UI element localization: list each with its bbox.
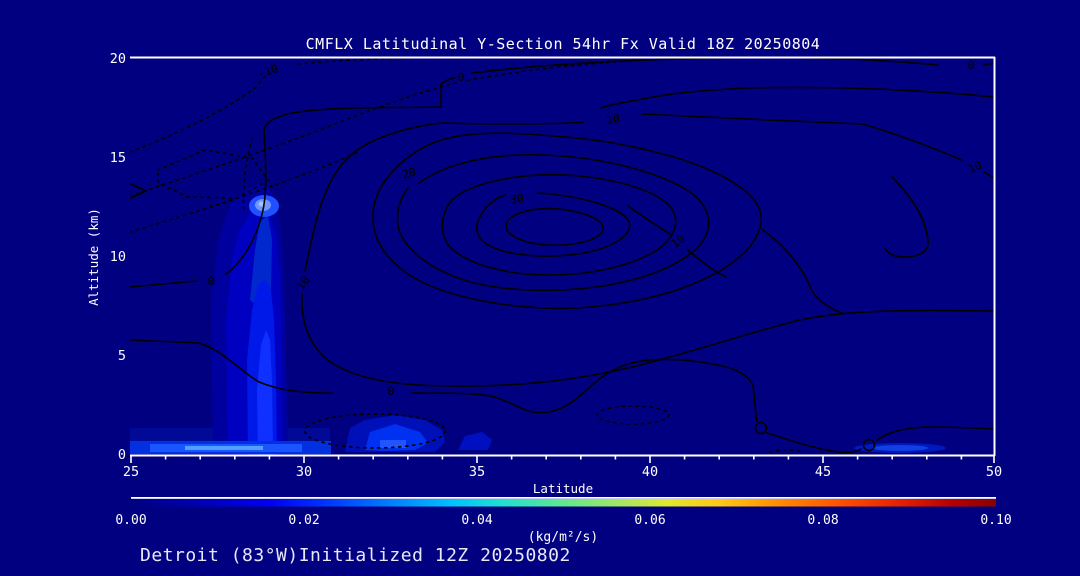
colorbar-tick: 0.06 xyxy=(634,513,665,528)
contour-35-ring xyxy=(505,207,604,246)
colorbar-tick: 0.10 xyxy=(980,513,1011,528)
y-axis-title: Altitude (km) xyxy=(86,208,101,306)
contour-0-lower-b xyxy=(766,432,862,454)
x-tick-label: 50 xyxy=(986,464,1002,480)
contour-25-ring xyxy=(441,173,677,276)
colorbar-gradient xyxy=(131,499,996,507)
contour-label: 0 xyxy=(388,384,395,398)
colorbar-tick-labels: 0.00 0.02 0.04 0.06 0.08 0.10 xyxy=(115,513,1011,528)
colorbar-tick: 0.04 xyxy=(461,513,492,528)
y-tick-label: 5 xyxy=(118,348,126,364)
flux-column-core xyxy=(257,330,273,455)
contour-label: 0 xyxy=(208,274,215,288)
contour-10-top xyxy=(440,113,995,179)
contour-dotted-c xyxy=(769,448,803,453)
colorbar: 0.00 0.02 0.04 0.06 0.08 0.10 (kg/m²/s) xyxy=(115,497,1012,545)
contour-descender-right xyxy=(762,229,843,314)
contour-dotted-oval-mid xyxy=(596,405,670,425)
y-tick-label: 0 xyxy=(118,447,126,463)
contour-10-flank xyxy=(301,122,995,387)
colorbar-units: (kg/m²/s) xyxy=(528,530,598,545)
contour-20-ring xyxy=(396,153,710,292)
colorbar-tick: 0.02 xyxy=(288,513,319,528)
x-tick-label: 45 xyxy=(815,464,831,480)
surface-patch-core xyxy=(380,440,406,448)
contour-loop-small-1 xyxy=(754,421,768,435)
contour-dotted-blob xyxy=(157,149,270,199)
contour-label: 0 xyxy=(968,58,975,72)
colorbar-tick: 0.08 xyxy=(807,513,838,528)
init-info-line: Detroit (83°W)Initialized 12Z 20250802 xyxy=(140,545,571,566)
x-tick-label: 30 xyxy=(296,464,312,480)
plot-title: CMFLX Latitudinal Y-Section 54hr Fx Vali… xyxy=(306,35,821,53)
y-tick-label: 15 xyxy=(110,150,126,166)
surface-patch-small xyxy=(458,432,492,450)
colorbar-tick: 0.00 xyxy=(115,513,146,528)
contour-label: 0 xyxy=(458,70,465,84)
contour-label: 20 xyxy=(400,164,417,181)
y-tick-labels: 0 5 10 15 20 xyxy=(110,51,126,463)
contour-label: 10 xyxy=(605,111,621,127)
contour-0-upper xyxy=(130,57,995,288)
contour-dotted-b xyxy=(242,137,253,213)
plot-frame xyxy=(130,56,996,463)
y-tick-label: 20 xyxy=(110,51,126,67)
contour-dotted-a xyxy=(130,151,359,233)
surface-band-cyan-streak xyxy=(185,446,263,450)
surface-streak-right-core xyxy=(872,445,928,451)
contour-dotted-oval-left xyxy=(304,413,446,449)
contour-30-ring xyxy=(476,192,631,257)
contour-label: 30 xyxy=(509,191,525,207)
contour-hook-right xyxy=(884,176,929,258)
contour-0-lower-c xyxy=(876,426,995,441)
x-tick-label: 40 xyxy=(642,464,658,480)
contour-15-ring xyxy=(372,132,763,310)
colorbar-axis-line xyxy=(131,497,996,499)
contour-0-lower xyxy=(130,339,758,422)
contour-loop-small-2 xyxy=(862,438,876,452)
x-tick-labels: 25 30 35 40 45 50 xyxy=(123,464,1002,480)
contour-arrow-left-edge xyxy=(130,183,147,199)
shaded-flux-fills xyxy=(130,57,996,456)
x-axis-title: Latitude xyxy=(533,481,593,496)
x-tick-label: 35 xyxy=(469,464,485,480)
y-tick-label: 10 xyxy=(110,249,126,265)
contour-5-right xyxy=(600,86,995,109)
contour-10-diagonal xyxy=(627,205,727,278)
contour-dotted-neg5 xyxy=(130,60,629,197)
x-axis-ticks xyxy=(130,456,995,463)
x-tick-label: 25 xyxy=(123,464,139,480)
